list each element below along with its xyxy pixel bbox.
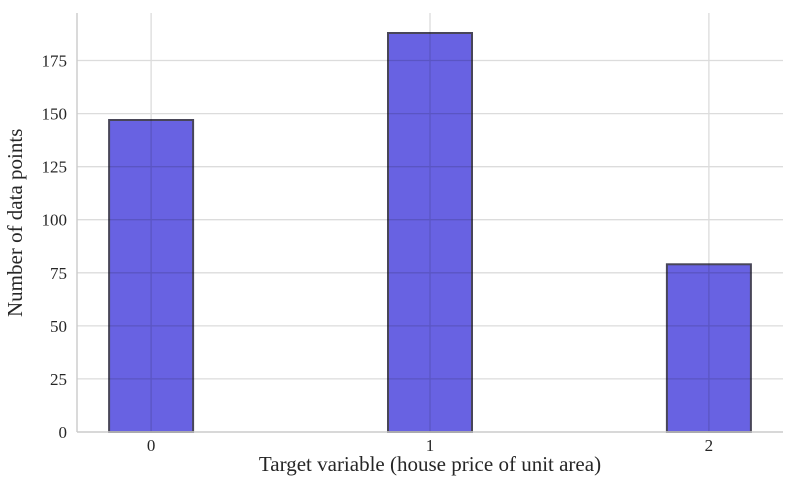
- y-tick-label-125: 125: [42, 158, 68, 177]
- y-tick-label-0: 0: [59, 423, 68, 442]
- y-tick-label-100: 100: [42, 211, 68, 230]
- x-axis-label: Target variable (house price of unit are…: [258, 452, 602, 476]
- gridlines: [77, 13, 783, 432]
- x-tick-label-0: 0: [147, 436, 156, 455]
- y-tick-label-25: 25: [50, 370, 67, 389]
- y-tick-label-150: 150: [42, 105, 68, 124]
- y-tick-label-50: 50: [50, 317, 67, 336]
- y-axis-label: Number of data points: [3, 128, 27, 317]
- x-tick-label-1: 1: [426, 436, 435, 455]
- y-tick-label-75: 75: [50, 264, 67, 283]
- x-tick-label-2: 2: [705, 436, 714, 455]
- y-tick-label-175: 175: [42, 52, 68, 71]
